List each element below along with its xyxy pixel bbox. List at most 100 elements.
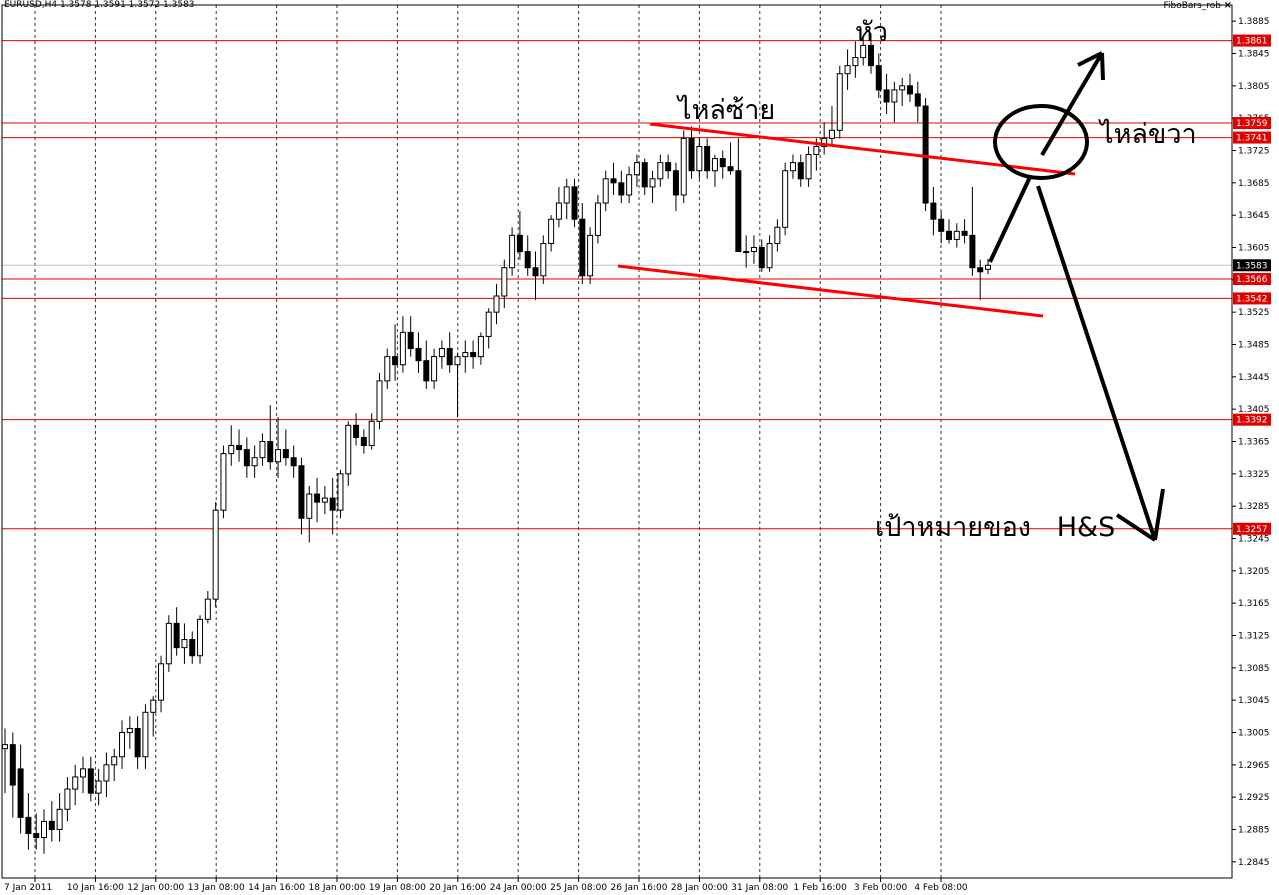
candle — [945, 219, 952, 244]
candle — [173, 607, 180, 656]
candle-body — [306, 493, 313, 519]
candle — [711, 154, 718, 187]
arrow-to-right-shoulder[interactable] — [988, 176, 1032, 263]
candle-body — [602, 178, 609, 204]
candle-body — [665, 162, 672, 172]
candle — [657, 154, 664, 187]
right-shoulder-circle[interactable] — [993, 104, 1089, 180]
candle — [571, 178, 578, 228]
y-tick-label: 1.2845 — [1238, 858, 1270, 868]
candle-body — [345, 424, 352, 475]
current-price-tag — [1233, 259, 1271, 272]
candle — [236, 429, 243, 462]
arrow-down-target[interactable] — [1036, 185, 1165, 542]
candle-body — [509, 234, 516, 269]
candle-body — [477, 335, 484, 358]
candle — [376, 372, 383, 430]
candle-body — [415, 348, 422, 362]
candle — [329, 477, 336, 535]
y-tick-label: 1.2965 — [1238, 761, 1270, 771]
candle-body — [173, 622, 180, 649]
x-tick-label: 28 Jan 00:00 — [671, 883, 728, 893]
candle — [633, 154, 640, 187]
candle-body — [423, 360, 430, 382]
candle — [228, 425, 235, 466]
candle — [80, 756, 87, 794]
candle — [641, 158, 648, 195]
y-tick-label: 1.3005 — [1238, 729, 1270, 739]
candle-body — [821, 137, 828, 147]
candle-body — [860, 44, 867, 59]
candle — [243, 437, 250, 478]
plot-frame — [1, 4, 1233, 879]
candle-body — [626, 174, 633, 196]
candle — [41, 809, 48, 854]
candle-body — [766, 242, 773, 269]
candle — [48, 801, 55, 842]
close-indicator-icon[interactable]: × — [1223, 0, 1232, 11]
candle — [696, 138, 703, 179]
candle — [602, 170, 609, 212]
candle-body — [548, 218, 555, 244]
x-tick-label: 18 Jan 00:00 — [309, 883, 366, 893]
price-level-tag — [1233, 292, 1271, 305]
current-price-label: 1.3583 — [1236, 261, 1268, 271]
candle — [189, 631, 196, 664]
candle — [470, 340, 477, 369]
candle — [672, 162, 679, 212]
candle — [259, 433, 266, 466]
candle — [2, 728, 8, 794]
candle-body — [321, 497, 328, 503]
candle-body — [985, 264, 991, 270]
candle-body — [719, 158, 726, 168]
price-level-label: 1.3392 — [1236, 416, 1268, 426]
candle — [828, 106, 835, 147]
candle — [25, 793, 32, 850]
candle-body — [836, 73, 843, 131]
y-tick-label: 1.3245 — [1238, 535, 1270, 545]
candle-body — [17, 768, 24, 818]
candle-body — [56, 808, 63, 831]
candle — [938, 211, 945, 244]
head-annotation: หัว — [855, 17, 888, 48]
candle — [555, 186, 562, 228]
candle-body — [384, 356, 391, 382]
arrow-up-right[interactable] — [1040, 51, 1105, 157]
candle-body — [41, 820, 48, 839]
lower-trendline[interactable] — [617, 264, 1044, 318]
candle-body — [454, 356, 461, 366]
candle — [789, 154, 796, 179]
y-tick-label: 1.3325 — [1238, 470, 1270, 480]
candle — [212, 502, 219, 608]
candle-body — [103, 764, 110, 782]
candle — [360, 429, 367, 454]
candle — [524, 235, 531, 276]
candle — [540, 235, 547, 284]
right-shoulder-annotation: ไหล่ขวา — [1100, 119, 1197, 150]
candle-body — [368, 420, 375, 447]
x-tick-label: 3 Feb 00:00 — [854, 883, 908, 893]
candle — [875, 53, 882, 98]
candle-body — [72, 776, 79, 790]
x-tick-label: 25 Jan 08:00 — [550, 883, 607, 893]
candle-body — [329, 497, 336, 511]
candle-body — [922, 105, 929, 204]
candle-body — [891, 89, 898, 103]
candle — [626, 166, 633, 204]
candle-body — [563, 186, 570, 204]
candle — [119, 720, 126, 769]
candle-body — [867, 44, 874, 67]
candle — [275, 417, 282, 478]
candle-body — [87, 768, 94, 794]
candle — [17, 744, 24, 834]
candle-body — [579, 218, 586, 277]
left-shoulder-annotation: ไหล่ซ้าย — [678, 95, 776, 126]
candles — [2, 33, 991, 854]
candle — [977, 259, 984, 301]
candle — [103, 752, 110, 798]
candle-body — [48, 820, 55, 831]
y-tick-label: 1.3605 — [1238, 244, 1270, 254]
candle-body — [282, 449, 289, 459]
candle — [509, 227, 516, 276]
